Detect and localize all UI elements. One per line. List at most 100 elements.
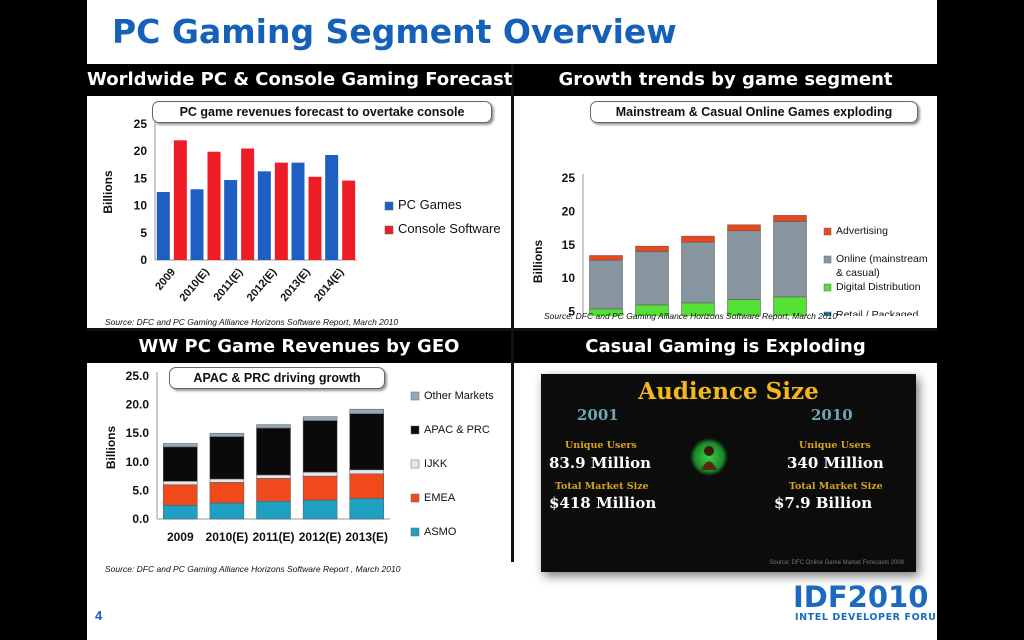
y-axis-label: Billions: [104, 426, 118, 470]
x-tick-label: 2011(E): [212, 266, 246, 303]
bar-advertising: [681, 235, 715, 243]
bar-apac-prc: [349, 413, 384, 471]
bar-pc-games: [325, 155, 339, 260]
audience-year-2001: 2001: [577, 406, 619, 424]
panel-revenues-by-geo: WW PC Game Revenues by GEO APAC & PRC dr…: [87, 331, 511, 576]
market-size-2001: $418 Million: [549, 494, 657, 512]
bar-emea: [163, 484, 198, 506]
unique-users-label-2010: Unique Users: [799, 440, 871, 451]
panel-source: Source: DFC and PC Gaming Alliance Horiz…: [105, 564, 401, 574]
panel-pc-console-forecast: Worldwide PC & Console Gaming Forecast P…: [87, 64, 512, 328]
panel-source: Source: DFC and PC Gaming Alliance Horiz…: [544, 311, 838, 321]
idf-logo-subtitle: INTEL DEVELOPER FORUM: [795, 612, 937, 623]
bar-console-software: [241, 148, 255, 260]
bar-pc-games: [190, 189, 204, 260]
bar-emea: [209, 482, 245, 504]
panel-growth-trends: Growth trends by game segment Mainstream…: [514, 64, 937, 328]
audience-year-2010: 2010: [811, 406, 853, 424]
bar-emea: [349, 473, 384, 499]
legend-label: Console Software: [398, 221, 501, 236]
panel-source: Source: DFC and PC Gaming Alliance Horiz…: [105, 317, 399, 327]
legend-swatch: [384, 201, 394, 211]
unique-users-label-2001: Unique Users: [565, 440, 637, 451]
bar-online-mainstream-casual-: [773, 221, 807, 298]
bar-emea: [256, 478, 291, 502]
bar-asmo: [302, 499, 338, 520]
bar-asmo: [209, 502, 245, 520]
panel-header: WW PC Game Revenues by GEO: [87, 331, 511, 363]
bar-other-markets: [209, 432, 245, 437]
chart-revenues-geo: 0.0 5.0 10.0 15.0 20.0 25.0 Billions 2009 2010(E…: [104, 369, 494, 544]
y-tick-label: 0: [140, 253, 147, 267]
bar-advertising: [589, 255, 623, 261]
y-tick-label: 25: [134, 117, 148, 131]
bar-console-software: [274, 162, 288, 260]
panel-divider-horizontal: [87, 328, 937, 331]
bar-pc-games: [156, 192, 170, 260]
chart-growth-segments: 0510152025Billions20092010201120122013Ad…: [531, 171, 928, 316]
x-tick-label: 2010(E): [206, 530, 249, 544]
bar-online-mainstream-casual-: [635, 251, 669, 306]
bar-ijkk: [349, 469, 384, 475]
bar-online-mainstream-casual-: [589, 259, 623, 310]
legend-label: Advertising: [836, 225, 888, 237]
bar-apac-prc: [209, 436, 245, 480]
y-tick-label: 25: [562, 171, 576, 185]
bar-other-markets: [349, 408, 384, 415]
x-tick-label: 2013(E): [345, 530, 388, 544]
bar-pc-games: [257, 171, 271, 260]
bar-pc-games: [291, 162, 305, 260]
y-tick-label: 5: [140, 226, 147, 240]
bar-asmo: [256, 501, 291, 520]
x-tick-label: 2012(E): [299, 530, 342, 544]
bar-asmo: [349, 498, 384, 520]
y-tick-label: 20: [134, 144, 148, 158]
bar-advertising: [773, 215, 807, 222]
bar-advertising: [727, 224, 761, 232]
y-tick-label: 25.0: [126, 369, 150, 383]
bar-ijkk: [209, 478, 245, 483]
idf-logo: IDF2010: [793, 580, 929, 614]
bar-ijkk: [163, 480, 198, 485]
y-tick-label: 15: [134, 171, 148, 185]
bar-console-software: [173, 140, 187, 260]
y-tick-label: 20.0: [126, 398, 150, 412]
legend-label: Retail / Packaged: [836, 309, 918, 316]
legend-label: & casual): [836, 267, 880, 279]
y-tick-label: 10: [134, 199, 148, 213]
legend-swatch: [410, 527, 420, 537]
bar-online-mainstream-casual-: [681, 241, 715, 304]
panel-callout: Mainstream & Casual Online Games explodi…: [590, 101, 918, 123]
bar-apac-prc: [163, 446, 198, 482]
legend-swatch: [410, 459, 420, 469]
legend-swatch: [410, 391, 420, 401]
panel-header: Growth trends by game segment: [514, 64, 937, 96]
bar-console-software: [207, 151, 221, 260]
y-tick-label: 0.0: [132, 512, 149, 526]
bar-ijkk: [302, 471, 338, 477]
legend-swatch: [384, 225, 394, 235]
market-size-2010: $7.9 Billion: [774, 494, 873, 512]
legend-label: PC Games: [398, 197, 462, 212]
unique-users-2010: 340 Million: [787, 454, 884, 472]
y-axis-label: Billions: [531, 240, 545, 284]
x-tick-label: 2011(E): [252, 530, 294, 544]
y-tick-label: 5.0: [132, 483, 149, 497]
bar-other-markets: [163, 443, 198, 448]
panel-callout: APAC & PRC driving growth: [169, 367, 385, 389]
y-tick-label: 5: [568, 305, 575, 316]
x-tick-label: 2009: [153, 266, 178, 292]
bar-online-mainstream-casual-: [727, 230, 761, 300]
bar-apac-prc: [256, 427, 291, 476]
legend-swatch: [410, 493, 420, 503]
market-size-label-2001: Total Market Size: [555, 481, 649, 492]
page-title: PC Gaming Segment Overview: [112, 12, 677, 51]
legend-swatch: [823, 311, 832, 316]
y-tick-label: 20: [562, 204, 576, 218]
x-tick-label: 2009: [167, 530, 194, 544]
bar-ijkk: [256, 474, 291, 479]
panel-header: Casual Gaming is Exploding: [514, 331, 937, 363]
legend-swatch: [823, 283, 832, 292]
bar-advertising: [635, 245, 669, 252]
y-axis-label: Billions: [101, 170, 115, 214]
